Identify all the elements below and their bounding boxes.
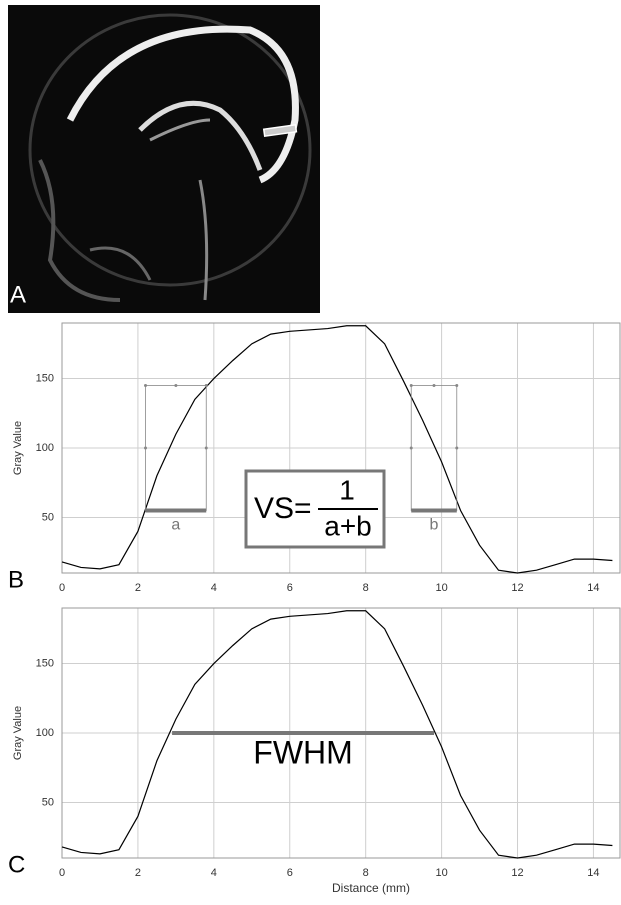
x-tick-label: 12 <box>511 867 523 879</box>
y-tick-label: 150 <box>36 657 54 669</box>
box-handle <box>410 384 413 387</box>
figure: A 0246810121450100150Gray ValueBabVS=1a+… <box>0 0 621 905</box>
x-tick-label: 14 <box>587 867 599 879</box>
x-tick-label: 8 <box>363 867 369 879</box>
x-tick-label: 4 <box>211 582 217 594</box>
x-tick-label: 6 <box>287 867 293 879</box>
formula-lhs: VS= <box>254 492 312 525</box>
y-tick-label: 100 <box>36 442 54 454</box>
x-tick-label: 4 <box>211 867 217 879</box>
box-handle <box>205 447 208 450</box>
x-tick-label: 0 <box>59 867 65 879</box>
y-axis-label: Gray Value <box>12 706 24 760</box>
x-tick-label: 8 <box>363 582 369 594</box>
formula-denominator: a+b <box>324 510 372 541</box>
x-tick-label: 0 <box>59 582 65 594</box>
box-handle <box>410 447 413 450</box>
interval-label: b <box>430 517 439 534</box>
x-tick-label: 2 <box>135 582 141 594</box>
mri-image: A <box>8 5 320 313</box>
y-axis-label: Gray Value <box>12 421 24 475</box>
box-handle <box>205 384 208 387</box>
box-handle <box>144 447 147 450</box>
x-tick-label: 12 <box>511 582 523 594</box>
y-tick-label: 50 <box>42 796 54 808</box>
panel-label: B <box>8 566 24 593</box>
panel-label: C <box>8 851 25 878</box>
panel-label: A <box>10 281 26 308</box>
y-tick-label: 50 <box>42 511 54 523</box>
box-handle <box>144 384 147 387</box>
x-tick-label: 2 <box>135 867 141 879</box>
box-handle <box>455 384 458 387</box>
x-tick-label: 10 <box>435 582 447 594</box>
x-axis-label: Distance (mm) <box>332 881 410 895</box>
interval-label: FWHM <box>253 734 353 770</box>
x-tick-label: 14 <box>587 582 599 594</box>
y-tick-label: 100 <box>36 727 54 739</box>
formula-numerator: 1 <box>339 474 355 505</box>
x-tick-label: 10 <box>435 867 447 879</box>
box-handle <box>433 384 436 387</box>
box-handle <box>174 384 177 387</box>
y-tick-label: 150 <box>36 372 54 384</box>
x-tick-label: 6 <box>287 582 293 594</box>
box-handle <box>455 447 458 450</box>
interval-label: a <box>171 517 180 534</box>
